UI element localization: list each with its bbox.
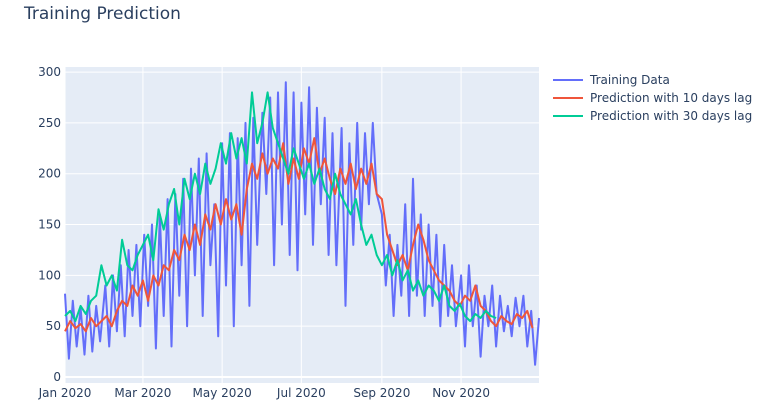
series-line-1[interactable] [64,81,540,366]
x-tick-label: Nov 2020 [432,386,490,400]
x-tick-label: May 2020 [193,386,252,400]
legend-label: Training Data [589,73,670,87]
series-line-2[interactable] [64,137,534,333]
legend[interactable]: Training Data Prediction with 10 days lag… [553,73,752,123]
x-tick-label: Jul 2020 [276,386,326,400]
series-line-3[interactable] [64,91,497,323]
legend-label: Prediction with 30 days lag [590,109,752,123]
y-axis: 0 50 100 150 200 250 300 [38,65,61,384]
y-tick-label: 150 [38,218,61,232]
legend-item-2[interactable]: Prediction with 10 days lag [553,91,752,105]
chart-title: Training Prediction [24,4,181,24]
x-tick-label: Jan 2020 [38,386,92,400]
y-tick-label: 250 [38,116,61,130]
y-tick-label: 0 [53,370,61,384]
y-tick-label: 300 [38,65,61,79]
x-tick-label: Mar 2020 [114,386,171,400]
legend-label: Prediction with 10 days lag [590,91,752,105]
series-lines [64,81,540,366]
x-tick-label: Sep 2020 [353,386,410,400]
y-tick-label: 100 [38,268,61,282]
y-tick-label: 200 [38,167,61,181]
y-tick-label: 50 [46,319,61,333]
legend-item-3[interactable]: Prediction with 30 days lag [553,109,752,123]
legend-item-1[interactable]: Training Data [553,73,670,87]
x-axis: Jan 2020 Mar 2020 May 2020 Jul 2020 Sep 2020… [38,386,490,400]
